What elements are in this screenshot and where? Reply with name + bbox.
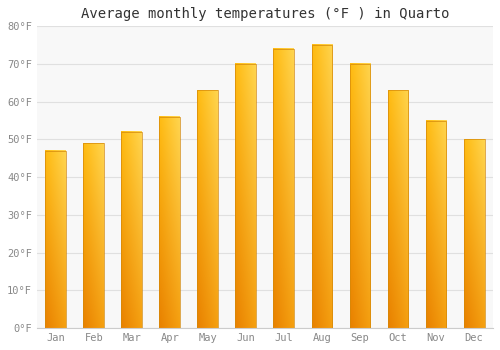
Bar [236,64,256,328]
Bar [388,90,408,328]
Bar [350,64,370,328]
Bar [312,45,332,328]
Bar [160,117,180,328]
Bar [426,121,446,328]
Bar [84,143,104,328]
Title: Average monthly temperatures (°F ) in Quarto: Average monthly temperatures (°F ) in Qu… [80,7,449,21]
Bar [464,140,484,328]
Bar [198,90,218,328]
Bar [122,132,142,328]
Bar [46,151,66,328]
Bar [274,49,294,328]
